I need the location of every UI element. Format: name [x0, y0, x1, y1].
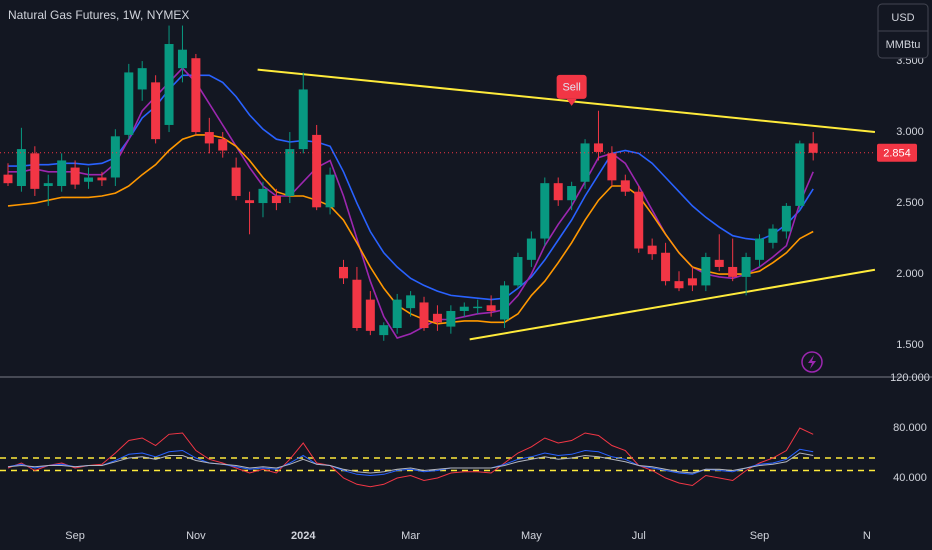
y-tick-label: 2.500	[896, 197, 924, 209]
x-tick-label: Jul	[632, 530, 646, 542]
candle-body	[245, 200, 255, 204]
candle-body	[741, 257, 751, 277]
candle-body	[728, 266, 738, 277]
y-tick-label: 1.500	[896, 339, 924, 351]
candle-body	[177, 49, 187, 69]
candle-body	[607, 153, 617, 181]
candle-body	[580, 143, 590, 182]
candle-body	[674, 281, 684, 289]
indicator-line	[7, 452, 814, 474]
x-tick-label: 2024	[291, 530, 316, 542]
candle-body	[406, 295, 416, 309]
candle-body	[325, 174, 335, 208]
candle-body	[567, 186, 577, 201]
candle-body	[500, 285, 510, 320]
y-tick-label: 120.000	[890, 372, 930, 384]
alert-icon[interactable]	[801, 351, 823, 373]
candle-body	[231, 167, 241, 196]
candle-body	[392, 299, 402, 329]
candle-body	[191, 58, 201, 133]
candle-body	[204, 132, 214, 144]
candle-body	[84, 177, 94, 182]
y-tick-label: 40.000	[893, 472, 927, 484]
candle-body	[43, 183, 53, 187]
candle-body	[285, 149, 295, 196]
candle-body	[661, 252, 671, 282]
candle-body	[16, 149, 26, 187]
candle-body	[365, 299, 375, 331]
indicator-line	[7, 427, 814, 488]
y-tick-label: 3.000	[896, 126, 924, 138]
candle-body	[124, 72, 134, 135]
candle-body	[795, 143, 805, 206]
candle-body	[70, 167, 80, 185]
candle-body	[781, 205, 791, 232]
signal-box	[556, 74, 587, 99]
candle-body	[137, 68, 147, 90]
candle-body	[97, 177, 107, 181]
unit-label[interactable]: MMBtu	[886, 39, 921, 51]
candle-body	[446, 310, 456, 327]
indicator-pane	[0, 427, 876, 488]
candle-body	[339, 266, 348, 279]
x-tick-label: Mar	[401, 530, 420, 542]
candle-body	[553, 183, 563, 201]
candle-body	[808, 143, 818, 153]
candle-body	[526, 238, 536, 260]
candle-body	[687, 278, 697, 286]
trend-line	[469, 268, 876, 341]
candle-body	[714, 259, 724, 267]
candle-body	[459, 306, 469, 311]
candle-body	[647, 245, 657, 255]
candle-body	[164, 44, 174, 125]
candle-body	[419, 302, 429, 329]
x-tick-label: May	[521, 530, 542, 542]
candle-body	[486, 305, 496, 311]
candle-body	[513, 257, 523, 286]
candle-body	[755, 238, 765, 260]
candle-body	[701, 257, 711, 286]
x-tick-label: Sep	[65, 530, 85, 542]
last-price-label: 2.854	[883, 148, 911, 160]
candle-body	[271, 195, 281, 204]
candle-body	[540, 183, 550, 239]
candle-body	[298, 89, 308, 150]
candle-body	[30, 153, 40, 189]
candle-body	[432, 313, 442, 323]
candle-body	[593, 143, 603, 152]
candle-body	[258, 188, 268, 204]
candle-body	[312, 134, 322, 208]
price-pane	[0, 25, 876, 341]
candle-body	[379, 325, 389, 336]
currency-label[interactable]: USD	[891, 12, 914, 24]
chart-title: Natural Gas Futures, 1W, NYMEX	[8, 8, 189, 22]
candle-body	[634, 191, 644, 249]
moving-average-line	[8, 74, 814, 301]
y-tick-label: 80.000	[893, 422, 927, 434]
y-tick-label: 2.000	[896, 268, 924, 280]
indicator-line	[7, 448, 814, 477]
candle-body	[768, 228, 778, 243]
candle-body	[3, 174, 13, 184]
alert-bolt	[808, 355, 816, 369]
candle-body	[352, 279, 362, 329]
candle-body	[151, 82, 161, 140]
candle-body	[620, 180, 630, 192]
candle-body	[57, 160, 67, 187]
candle-body	[110, 136, 120, 178]
x-tick-label: N	[863, 530, 871, 542]
candle-body	[218, 139, 228, 151]
signal-label: Sell	[562, 82, 580, 94]
candle-body	[473, 306, 483, 309]
x-tick-label: Sep	[750, 530, 770, 542]
last-price-box	[877, 143, 917, 162]
trend-line	[257, 68, 876, 134]
x-tick-label: Nov	[186, 530, 206, 542]
signal-pointer	[566, 98, 577, 106]
